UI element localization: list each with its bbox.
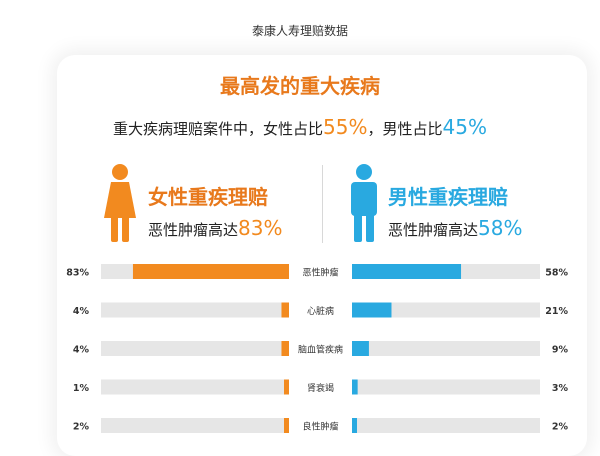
female-bar	[132, 264, 289, 279]
male-section-subtitle: 恶性肿瘤高达58%	[388, 216, 522, 240]
male-value-label: 3%	[552, 383, 569, 394]
summary-mid: ，男性占比	[367, 120, 443, 138]
category-label: 脑血管疾病	[298, 344, 343, 356]
male-bar-track	[352, 379, 540, 395]
female-value-label: 1%	[73, 383, 90, 394]
summary-lead: 重大疾病理赔案件中，女性占比	[113, 120, 324, 138]
male-person-icon	[351, 164, 377, 242]
female-bar-track	[101, 379, 289, 395]
male-sub-value: 58%	[478, 216, 523, 240]
female-person-icon	[104, 164, 136, 242]
female-value-label: 4%	[73, 306, 90, 317]
female-sub-lead: 恶性肿瘤高达	[148, 221, 239, 239]
category-label: 良性肿瘤	[302, 421, 338, 433]
female-bar-track	[101, 341, 289, 356]
female-bar	[281, 341, 289, 356]
female-bar-track	[101, 302, 289, 318]
male-bar-track	[352, 302, 540, 318]
male-value-label: 9%	[552, 345, 569, 356]
female-bar-track	[101, 418, 289, 433]
male-bar	[352, 379, 358, 395]
female-value-label: 83%	[66, 268, 89, 279]
category-label: 心脏病	[307, 305, 334, 317]
male-sub-lead: 恶性肿瘤高达	[388, 221, 479, 239]
category-label: 恶性肿瘤	[302, 267, 338, 279]
female-bar	[284, 418, 289, 433]
male-value-label: 58%	[545, 268, 568, 279]
female-share: 55%	[323, 115, 368, 139]
male-bar	[352, 302, 392, 318]
male-value-label: 21%	[545, 306, 568, 317]
summary-line: 重大疾病理赔案件中，女性占比55%，男性占比45%	[0, 115, 600, 139]
male-value-label: 2%	[552, 422, 569, 433]
female-bar	[281, 302, 289, 318]
female-bar	[284, 379, 289, 395]
male-bar	[352, 418, 357, 433]
male-bar-track	[352, 418, 540, 433]
male-bar-track	[352, 341, 540, 356]
female-value-label: 2%	[73, 422, 90, 433]
female-value-label: 4%	[73, 345, 90, 356]
source-caption: 泰康人寿理赔数据	[251, 24, 348, 38]
page-title: 最高发的重大疾病	[220, 74, 380, 98]
female-section-subtitle: 恶性肿瘤高达83%	[148, 216, 282, 240]
male-bar	[352, 264, 462, 279]
female-sub-value: 83%	[238, 216, 283, 240]
section-divider	[322, 165, 323, 243]
male-section-title: 男性重疾理赔	[388, 185, 508, 209]
female-section-title: 女性重疾理赔	[148, 185, 268, 209]
male-bar	[352, 341, 369, 356]
category-label: 肾衰竭	[307, 382, 334, 394]
male-share: 45%	[442, 115, 487, 139]
